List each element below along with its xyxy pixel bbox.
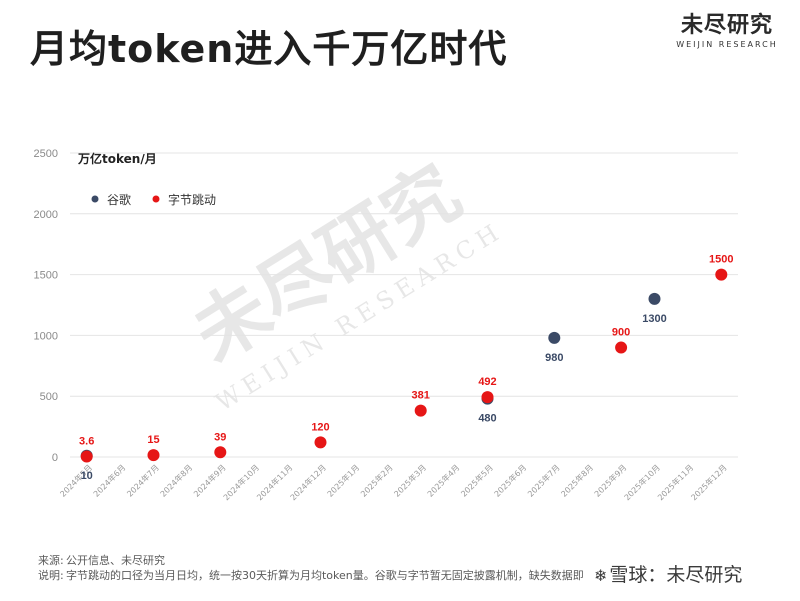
data-label: 15 [147,434,159,446]
source-text: 公开信息、未尽研究 [66,554,165,567]
x-tick-label: 2025年5月 [459,462,495,498]
legend-marker [91,195,99,203]
data-point [147,449,160,462]
data-label: 1300 [642,313,666,325]
method-note: 说明: 字节跳动的口径为当月日均，统一按30天折算为月均token量。谷歌与字节暂… [38,568,584,583]
data-label: 900 [612,327,630,339]
data-label: 492 [478,376,496,388]
data-label: 1500 [709,254,733,266]
data-point [548,331,561,344]
data-point [214,446,227,459]
data-point [314,436,327,449]
y-tick-label: 1500 [34,270,58,282]
footer-notes: 来源: 公开信息、未尽研究 说明: 字节跳动的口径为当月日均，统一按30天折算为月均… [38,553,584,583]
x-tick-label: 2025年6月 [492,462,528,498]
x-tick-label: 2025年2月 [358,462,394,498]
data-label: 10 [81,470,93,482]
y-tick-label: 500 [40,391,58,403]
x-tick-label: 2024年12月 [288,462,328,502]
x-tick-label: 2025年1月 [325,462,361,498]
x-tick-label: 2025年4月 [425,462,461,498]
data-label: 381 [412,390,430,402]
y-tick-label: 0 [52,452,58,464]
x-tick-label: 2024年8月 [158,462,194,498]
snowball-icon: ❄ [594,566,608,585]
y-tick-label: 2000 [34,209,58,221]
data-label: 480 [478,413,496,425]
xueqiu-text: 雪球：未尽研究 [609,564,743,586]
data-point [481,391,494,404]
xueqiu-watermark: ❄ 雪球：未尽研究 [590,562,743,588]
data-point [80,450,93,463]
legend-label: 字节跳动 [168,192,216,207]
data-label: 120 [311,421,329,433]
brand-logo: 未尽研究 WEIJIN RESEARCH [672,12,782,49]
data-label: 980 [545,352,563,364]
x-tick-label: 2025年12月 [689,462,729,502]
source-key: 来源: [38,554,64,567]
data-point [715,268,728,281]
data-point [648,292,661,305]
x-tick-label: 2024年6月 [91,462,127,498]
x-tick-label: 2025年8月 [559,462,595,498]
data-label: 39 [214,431,226,443]
page-title: 月均token进入千万亿时代 [30,27,508,71]
x-tick-label: 2024年9月 [191,462,227,498]
y-axis-title: 万亿token/月 [77,151,157,166]
legend-marker [152,195,160,203]
logo-text-cn: 未尽研究 [680,12,773,38]
x-tick-label: 2025年7月 [525,462,561,498]
logo-text-en: WEIJIN RESEARCH [676,40,778,49]
note-text: 字节跳动的口径为当月日均，统一按30天折算为月均token量。谷歌与字节暂无固定… [66,569,584,582]
x-tick-label: 2025年9月 [592,462,628,498]
data-label: 3.6 [79,436,94,448]
source-note: 来源: 公开信息、未尽研究 [38,553,584,568]
legend-label: 谷歌 [107,192,131,207]
x-tick-label: 2025年3月 [392,462,428,498]
y-tick-label: 2500 [34,148,58,160]
data-point [414,404,427,417]
x-tick-label: 2024年7月 [125,462,161,498]
data-point [615,341,628,354]
note-key: 说明: [38,569,64,582]
y-tick-label: 1000 [34,330,58,342]
